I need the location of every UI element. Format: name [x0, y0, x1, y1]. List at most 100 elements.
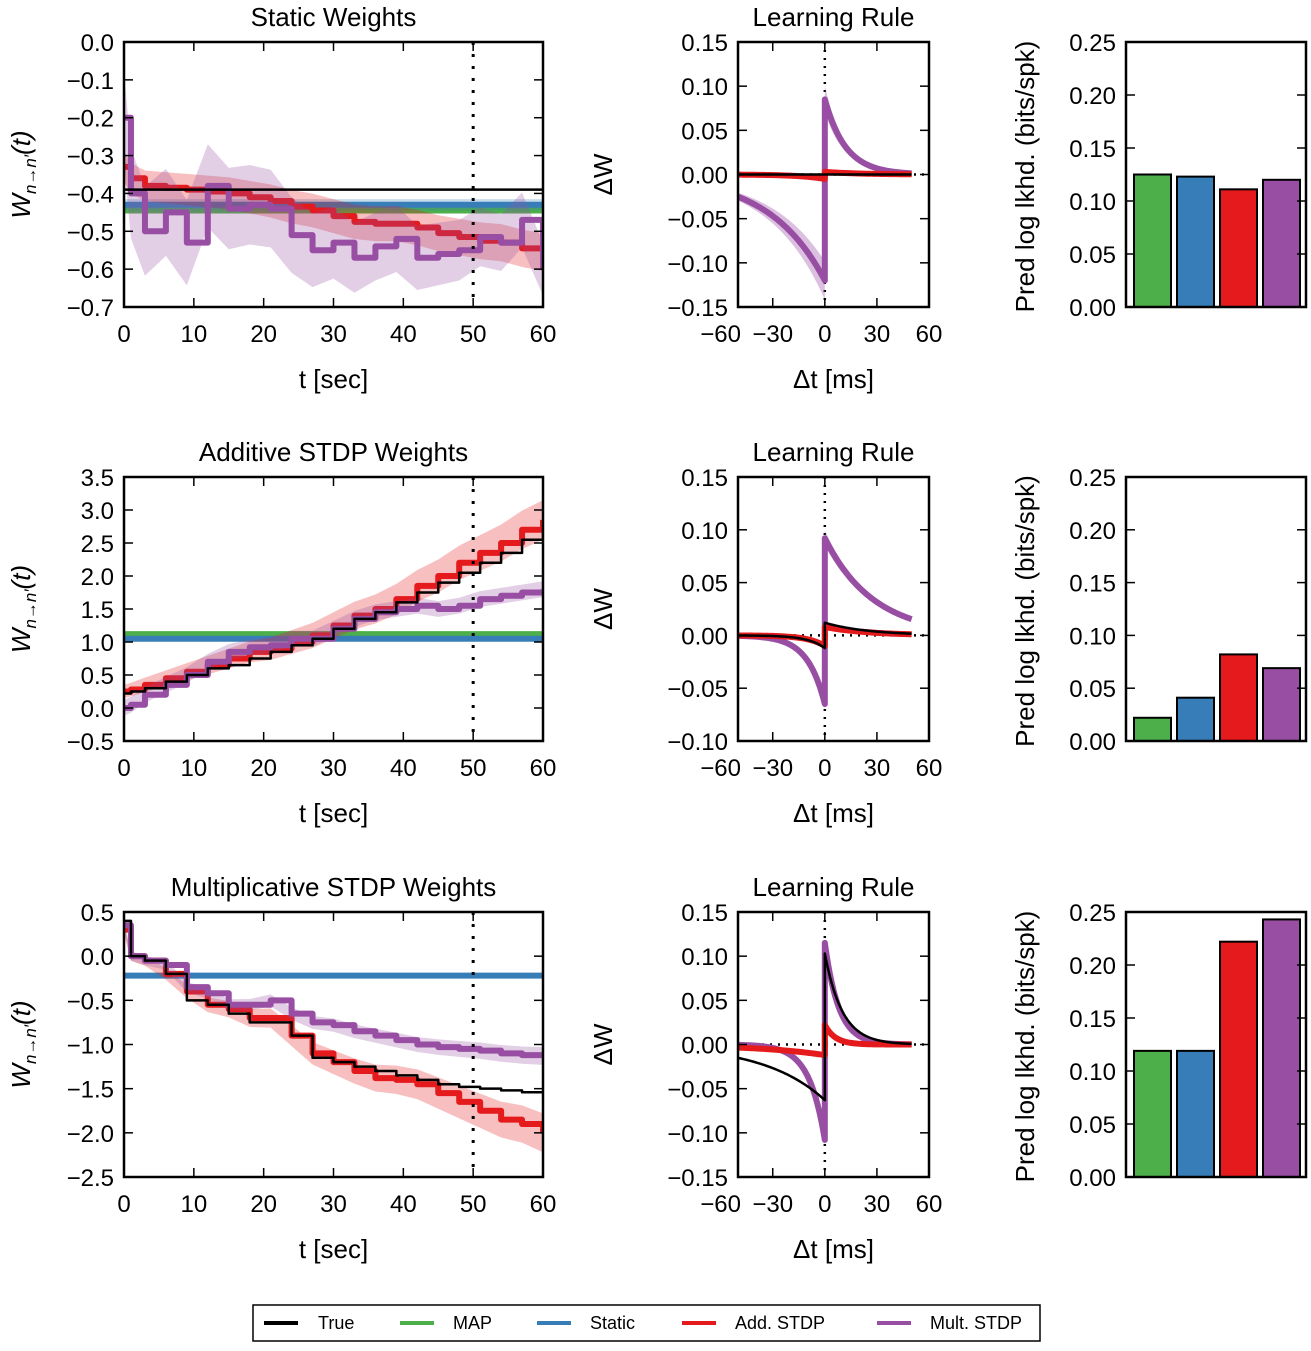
ytick-label: 0.10	[1069, 623, 1116, 650]
ytick-label: 0.00	[1069, 1165, 1116, 1192]
band-add-stdp	[124, 500, 543, 699]
band-add-stdp	[124, 925, 543, 1153]
curve-mult-stdp	[738, 96, 913, 284]
ytick-label: 0.20	[1069, 953, 1116, 980]
y-axis-label: Wn→n′(t)	[6, 1000, 40, 1088]
legend-item-add-stdp: Add. STDP	[682, 1313, 825, 1333]
axes-frame	[736, 475, 931, 743]
xtick-label: 0	[117, 755, 130, 782]
y-axis-label: ΔW	[588, 153, 618, 195]
xtick-label: 40	[390, 755, 417, 782]
xtick-label: 0	[818, 321, 831, 348]
ytick-label: −0.05	[667, 676, 728, 703]
xtick-label: 10	[180, 755, 207, 782]
y-axis-label-suffix: (t)	[6, 130, 36, 155]
ytick-label: −0.5	[67, 988, 114, 1015]
y-axis-label: Pred log lkhd. (bits/spk)	[1010, 41, 1040, 313]
ytick-label: 0.5	[81, 900, 114, 927]
ytick-label: −0.10	[667, 729, 728, 756]
ytick-label: 0.10	[1069, 189, 1116, 216]
bar-map	[1133, 716, 1172, 743]
x-axis-label: Δt [ms]	[793, 364, 874, 394]
chart-rule-1: 0.15 0.10 0.05 0.00 −0.05 −0.10−60 −30 0 30 60 Lea…	[588, 437, 942, 828]
xtick-label: −60	[700, 1191, 741, 1218]
bar-map	[1133, 1049, 1172, 1178]
y-axis-label-main: W	[6, 1062, 36, 1089]
xtick-label: 40	[390, 321, 417, 348]
plot-area	[124, 42, 543, 307]
axes-frame	[1124, 475, 1308, 743]
xtick-label: 60	[916, 321, 943, 348]
axes-frame	[122, 475, 545, 743]
bar-add-stdp	[1219, 188, 1258, 308]
ytick-label: −0.2	[67, 106, 114, 133]
chart-weights-0: 0.0 −0.1 −0.2 −0.3 −0.4 −0.5 −0.6 −0.70 10 20 30 40…	[6, 2, 556, 394]
curve-true	[738, 952, 912, 1102]
xtick-label: 30	[320, 321, 347, 348]
ytick-label: −1.0	[67, 1033, 114, 1060]
ytick-label: 1.5	[81, 597, 114, 624]
chart-title: Multiplicative STDP Weights	[171, 872, 497, 902]
legend: True MAP Static Add. STDP Mult. STDP	[252, 1304, 1041, 1342]
ytick-label: −0.15	[667, 295, 728, 322]
legend-box	[252, 1304, 1041, 1342]
xtick-label: 0	[117, 1191, 130, 1218]
band-mult-stdp	[124, 72, 543, 296]
xtick-label: 10	[180, 1191, 207, 1218]
chart-weights-2: 0.5 0.0 −0.5 −1.0 −1.5 −2.0 −2.50 10 20 30 40 50 60 M…	[6, 872, 556, 1264]
xtick-label: 0	[818, 755, 831, 782]
x-axis-label: Δt [ms]	[793, 798, 874, 828]
xtick-label: 60	[916, 1191, 943, 1218]
xtick-label: 40	[390, 1191, 417, 1218]
chart-bars-1: 0.00 0.05 0.10 0.15 0.20 0.25 Pred log lkhd. (…	[1010, 465, 1308, 756]
ytick-label: −0.10	[667, 1121, 728, 1148]
ytick-label: 3.0	[81, 498, 114, 525]
xtick-label: −30	[752, 321, 793, 348]
ytick-label: 0.05	[681, 571, 728, 598]
ytick-label: 0.0	[81, 944, 114, 971]
ytick-label: 2.5	[81, 531, 114, 558]
bar-add-stdp	[1219, 653, 1258, 743]
bar-map	[1133, 173, 1172, 308]
ytick-label: 0.5	[81, 663, 114, 690]
plot-area	[738, 912, 929, 1177]
plot-area	[124, 477, 543, 741]
xtick-label: 50	[460, 1191, 487, 1218]
ytick-label: 0.15	[681, 30, 728, 57]
bar-mult-stdp	[1262, 178, 1301, 308]
xtick-label: 30	[864, 321, 891, 348]
xtick-label: −60	[700, 755, 741, 782]
y-axis-label: Pred log lkhd. (bits/spk)	[1010, 475, 1040, 747]
y-axis-label-suffix: (t)	[6, 1000, 36, 1025]
legend-item-mult-stdp: Mult. STDP	[877, 1313, 1022, 1333]
xtick-label: 60	[916, 755, 943, 782]
legend-label: Mult. STDP	[930, 1313, 1022, 1333]
curve-true	[738, 621, 912, 650]
xtick-label: 0	[818, 1191, 831, 1218]
chart-title: Learning Rule	[753, 2, 915, 32]
ytick-label: 0.15	[681, 465, 728, 492]
y-axis-label-sub: n→n′	[21, 589, 40, 629]
x-axis-label: t [sec]	[299, 798, 368, 828]
bar-static	[1176, 696, 1215, 742]
bar-add-stdp	[1219, 940, 1258, 1178]
ytick-label: 0.05	[1069, 676, 1116, 703]
ytick-label: 0.25	[1069, 30, 1116, 57]
ytick-label: 0.00	[681, 163, 728, 190]
ytick-label: 0.15	[1069, 1006, 1116, 1033]
ytick-label: 0.0	[81, 696, 114, 723]
xtick-label: −30	[752, 755, 793, 782]
legend-item-map: MAP	[400, 1313, 492, 1333]
legend-label: MAP	[453, 1313, 492, 1333]
ytick-label: 0.0	[81, 30, 114, 57]
x-axis-label: t [sec]	[299, 1234, 368, 1264]
x-axis-label: t [sec]	[299, 364, 368, 394]
chart-title: Learning Rule	[753, 872, 915, 902]
xtick-label: 20	[250, 755, 277, 782]
y-axis-label-sub: n→n′	[21, 1024, 40, 1064]
ytick-label: 0.15	[1069, 571, 1116, 598]
ytick-label: 0.15	[681, 900, 728, 927]
bar-static	[1176, 1049, 1215, 1178]
bar-static	[1176, 175, 1215, 308]
x-axis-label: Δt [ms]	[793, 1234, 874, 1264]
